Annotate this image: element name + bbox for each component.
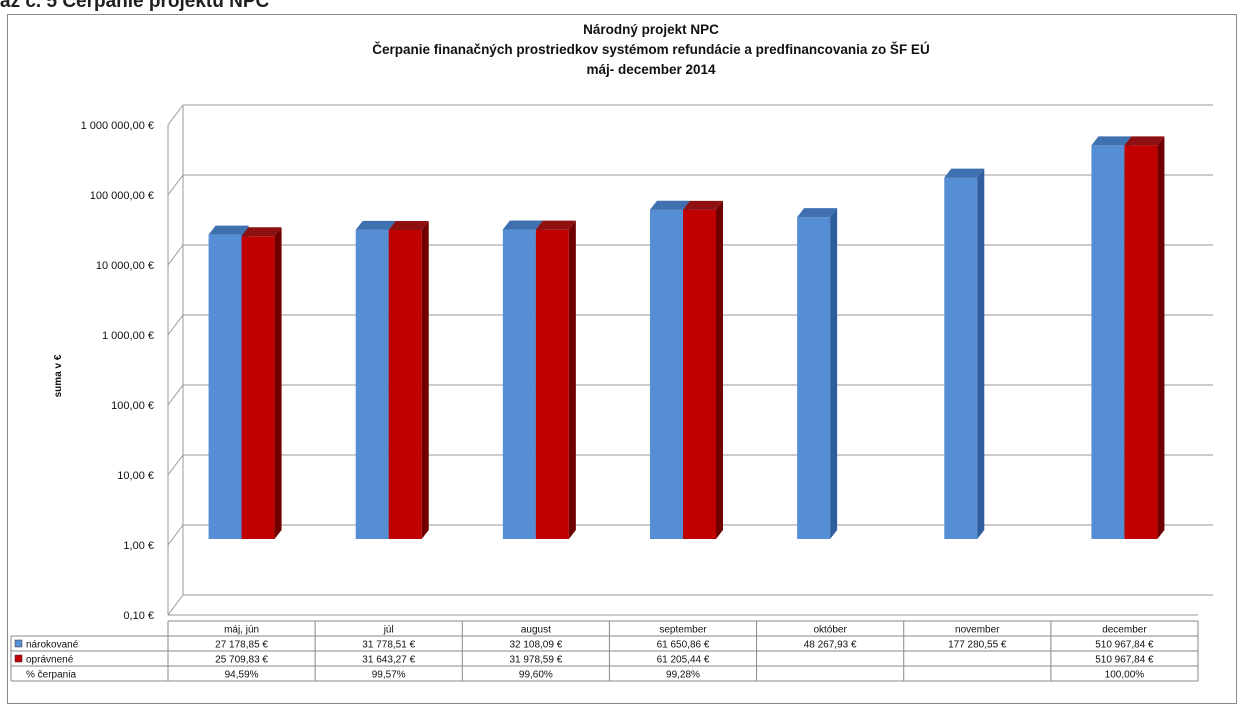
bar-narokovane (1091, 145, 1125, 539)
x-category-label: október (813, 625, 847, 636)
bar-narokovane-side (830, 208, 838, 539)
bar-narokovane-top (944, 168, 985, 178)
x-category-label: august (521, 625, 551, 636)
bar-opravnene-top (535, 220, 576, 230)
y-tick-label: 10 000,00 € (96, 260, 154, 272)
legend-swatch (14, 654, 23, 663)
legend-label: oprávnené (26, 655, 74, 666)
gridline-depth (167, 454, 184, 476)
data-label: 27 178,85 € (215, 640, 268, 651)
gridline-depth (167, 594, 184, 616)
x-category-label: december (1102, 625, 1147, 636)
chart: Národný projekt NPC Čerpanie finanačných … (10, 22, 1213, 682)
chart-title-line: Národný projekt NPC (583, 22, 719, 37)
y-tick-label: 1 000 000,00 € (81, 120, 154, 132)
bar-narokovane (650, 209, 683, 539)
bar-opravnene-side (568, 220, 576, 539)
bar-opravnene (683, 209, 716, 540)
y-tick-label: 1 000,00 € (102, 330, 154, 342)
y-tick-label: 10,00 € (117, 470, 154, 482)
bar-narokovane-top (355, 220, 396, 230)
data-label: 177 280,55 € (948, 640, 1007, 651)
bar-narokovane (502, 229, 536, 539)
bar-opravnene-top (1124, 136, 1165, 146)
gridline-depth (167, 104, 184, 126)
legend-swatch (14, 639, 23, 648)
bar-opravnene-top (388, 220, 429, 230)
bar-opravnene (241, 236, 275, 539)
bar-opravnene-side (716, 200, 723, 540)
x-category-label: november (955, 625, 1000, 636)
y-tick-label: 100,00 € (111, 400, 154, 412)
bar-narokovane (797, 217, 831, 539)
data-label: 61 205,44 € (657, 655, 710, 666)
percent-label: 99,57% (372, 670, 406, 681)
x-category-label: máj, jún (224, 625, 259, 636)
bar-narokovane-top (650, 200, 690, 210)
percent-label: 99,60% (519, 670, 553, 681)
x-category-label: september (659, 625, 707, 636)
data-label: 510 967,84 € (1095, 655, 1154, 666)
bar-narokovane (944, 177, 978, 539)
legend-label: nárokované (26, 640, 79, 651)
bar-narokovane-side (977, 168, 985, 539)
bar-opravnene-side (421, 220, 429, 540)
data-label: 31 643,27 € (362, 655, 415, 666)
bar-narokovane (355, 229, 389, 539)
y-tick-label: 1,00 € (123, 540, 154, 552)
bar-opravnene (535, 229, 569, 539)
data-label: 510 967,84 € (1095, 640, 1154, 651)
gridline-depth (167, 174, 184, 196)
y-axis-label: suma v € (53, 354, 64, 397)
gridline-depth (167, 314, 184, 336)
percent-label: 99,28% (666, 670, 700, 681)
data-label: 25 709,83 € (215, 655, 268, 666)
data-label: 48 267,93 € (804, 640, 857, 651)
x-category-label: júl (383, 625, 394, 636)
y-tick-label: 100 000,00 € (90, 190, 154, 202)
bar-narokovane (208, 234, 242, 539)
bar-narokovane-top (1091, 136, 1132, 146)
data-label: 61 650,86 € (657, 640, 710, 651)
gridline-depth (167, 524, 184, 546)
chart-title-line: Čerpanie finanačných prostriedkov systém… (372, 42, 929, 57)
chart-frame: Národný projekt NPC Čerpanie finanačných … (7, 14, 1237, 704)
bar-opravnene (388, 229, 422, 540)
bar-opravnene-top (683, 200, 723, 210)
y-tick-label: 0,10 € (123, 610, 154, 622)
bar-opravnene-side (274, 227, 282, 539)
bar-opravnene (1124, 145, 1158, 539)
percent-label: 100,00% (1105, 670, 1145, 681)
bar-opravnene-side (1157, 136, 1165, 539)
bar-opravnene-top (241, 227, 282, 237)
gridline-depth (167, 244, 184, 266)
bar-narokovane-top (797, 208, 838, 218)
data-label: 32 108,09 € (509, 640, 562, 651)
bar-narokovane-top (208, 225, 249, 235)
table-row-label: % čerpania (26, 670, 76, 681)
data-label: 31 978,59 € (509, 655, 562, 666)
bar-narokovane-top (502, 220, 543, 230)
percent-label: 94,59% (225, 670, 259, 681)
data-label: 31 778,51 € (362, 640, 415, 651)
chart-title-line: máj- december 2014 (586, 62, 716, 77)
page-heading: áž č. 5 Čerpanie projektu NPC (0, 0, 270, 12)
gridline-depth (167, 384, 184, 406)
